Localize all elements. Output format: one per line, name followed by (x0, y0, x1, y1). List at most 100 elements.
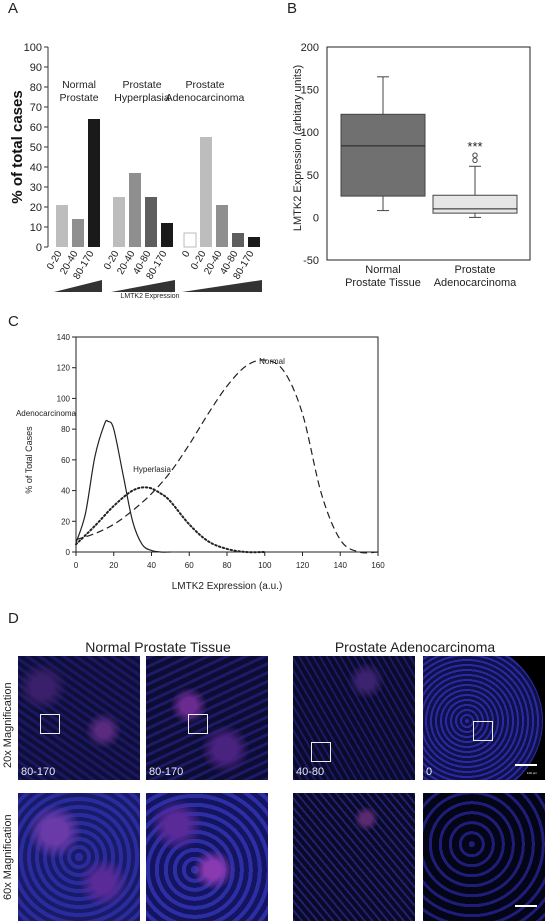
y-tick-label: 90 (30, 62, 42, 74)
chart-c-line-chart: 0 20 40 60 80 100 120 140 160 0 20 40 60 80 100 120 140 L… (16, 333, 385, 592)
expression-level-label: 80-170 (149, 766, 184, 778)
expression-level-label: 40-80 (296, 766, 325, 778)
micrograph-adeno-20x-1: 40-80 (293, 656, 415, 780)
x-tick-label: 20 (109, 561, 118, 570)
y-tick-label: 80 (30, 82, 42, 94)
group-title: Prostate (122, 79, 161, 91)
zoom-inset-box (311, 742, 331, 762)
title-prostate-adenocarcinoma: Prostate Adenocarcinoma (334, 639, 496, 655)
micrograph-normal-60x-1 (18, 793, 140, 921)
expression-gradient-wedge (111, 280, 175, 292)
zoom-inset-box (40, 714, 60, 734)
y-axis-label: % of total cases (9, 90, 26, 203)
y-tick-label: 0 (313, 212, 319, 224)
series-label: Normal (259, 357, 285, 366)
box-label: Normal (365, 264, 400, 276)
y-axis-label: LMTK2 Expression (arbitary units) (292, 65, 304, 231)
x-tick-label: 160 (371, 561, 385, 570)
micrograph-normal-20x-2: 80-170 (146, 656, 268, 780)
box-label: Prostate Tissue (345, 277, 421, 289)
chart-a-bar-chart: 0 10 20 30 40 50 60 70 80 90 100 % of total cases No… (9, 42, 262, 300)
y-tick-label: 100 (24, 42, 42, 54)
x-tick-label: 140 (334, 561, 348, 570)
scale-bar (515, 905, 537, 907)
panel-label-b: B (287, 0, 298, 17)
y-tick-label: 100 (57, 394, 71, 403)
bar (129, 173, 141, 247)
panel-label-d: D (8, 610, 19, 627)
bar (72, 219, 84, 247)
x-tick-label: 100 (258, 561, 272, 570)
y-tick-label: 0 (36, 242, 42, 254)
micrograph-normal-20x-1: 80-170 (18, 656, 140, 780)
bar (232, 233, 244, 247)
y-tick-label: 0 (66, 548, 71, 557)
title-normal-prostate-tissue: Normal Prostate Tissue (85, 639, 231, 655)
y-tick-label: 10 (30, 222, 42, 234)
group-title: Prostate (59, 92, 98, 104)
x-axis-label: LMTK2 Expression (a.u.) (172, 581, 283, 592)
micrograph-adeno-60x-1 (293, 793, 415, 921)
row-label-20x: 20x Magnification (2, 682, 14, 768)
expression-level-label: 80-170 (21, 766, 56, 778)
y-tick-label: 150 (301, 85, 319, 97)
scale-bar (515, 764, 537, 766)
bar (200, 137, 212, 247)
y-tick-label: 100 (301, 127, 319, 139)
y-tick-label: 60 (61, 456, 70, 465)
x-tick-label: 60 (185, 561, 194, 570)
zoom-inset-box (473, 721, 493, 741)
y-tick-label: -50 (303, 255, 319, 267)
bar (248, 237, 260, 247)
series-line (75, 486, 266, 554)
group-title: Adenocarcinoma (166, 92, 245, 104)
box-label: Prostate (455, 264, 496, 276)
panel-label-a: A (8, 0, 19, 17)
y-tick-label: 120 (57, 364, 71, 373)
bar (183, 232, 197, 248)
chart-b-box-plot: -50 0 50 100 150 200 LMTK2 Expression (arbitar… (292, 42, 531, 289)
bar (161, 223, 173, 247)
micrograph-normal-60x-2 (146, 793, 268, 921)
y-tick-label: 140 (57, 333, 71, 342)
x-axis-label: LMTK2 Expression (120, 293, 179, 300)
box (432, 194, 518, 214)
x-tick-label: 0 (74, 561, 79, 570)
x-tick-label: 0 (180, 249, 193, 260)
x-tick-label: 120 (296, 561, 310, 570)
y-tick-label: 40 (61, 487, 70, 496)
row-label-60x: 60x Magnification (2, 814, 14, 900)
micrograph-adeno-60x-2 (423, 793, 545, 921)
box-label: Adenocarcinoma (434, 277, 517, 289)
y-tick-label: 20 (30, 202, 42, 214)
y-tick-label: 20 (61, 517, 70, 526)
y-tick-label: 200 (301, 42, 319, 54)
bar (88, 119, 100, 247)
expression-gradient-wedge (182, 280, 262, 292)
y-tick-label: 40 (30, 162, 42, 174)
group-title: Normal (62, 79, 96, 91)
bar (216, 205, 228, 247)
y-tick-label: 30 (30, 182, 42, 194)
y-tick-label: 60 (30, 122, 42, 134)
bar (145, 197, 157, 247)
zoom-inset-box (188, 714, 208, 734)
y-tick-label: 70 (30, 102, 42, 114)
outlier-point (472, 157, 478, 164)
bar (113, 197, 125, 247)
micrograph-adeno-20x-2: 0 100 µm (423, 656, 545, 780)
significance-annotation: *** (467, 139, 482, 154)
series-line (75, 419, 171, 553)
box (340, 113, 426, 197)
tissue-core (423, 656, 543, 780)
plot-frame (326, 46, 531, 261)
group-title: Prostate (185, 79, 224, 91)
y-axis-label: % of Total Cases (24, 426, 34, 494)
panel-label-c: C (8, 313, 19, 330)
y-tick-label: 50 (30, 142, 42, 154)
expression-gradient-wedge (54, 280, 102, 292)
series-label: Adenocarcinoma (16, 409, 77, 418)
y-tick-label: 50 (307, 170, 319, 182)
x-tick-label: 40 (147, 561, 156, 570)
expression-level-label: 0 (426, 766, 433, 778)
